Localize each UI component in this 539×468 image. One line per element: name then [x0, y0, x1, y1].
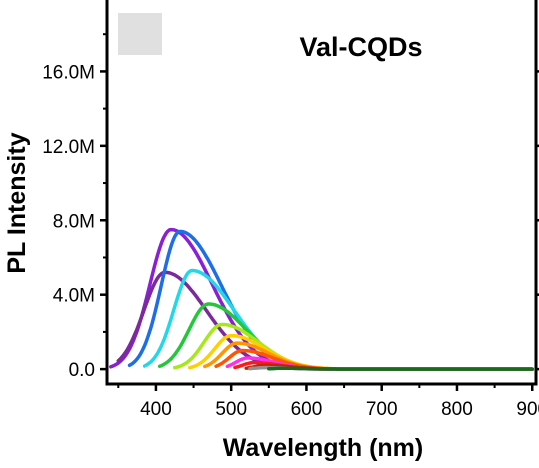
x-tick-label: 400	[140, 399, 172, 420]
series-layer	[109, 227, 534, 371]
y-tick-label: 0.0	[69, 360, 95, 381]
chart-title: Val-CQDs	[299, 32, 422, 62]
x-tick-label: 800	[441, 399, 473, 420]
spectrum-line-340nm	[109, 227, 534, 371]
y-axis-label: PL Intensity	[3, 132, 31, 273]
x-tick-label: 900	[516, 399, 539, 420]
x-tick-label: 600	[291, 399, 323, 420]
y-tick-label: 12.0M	[42, 137, 95, 158]
y-tick-label: 8.0M	[53, 211, 95, 232]
y-tick-label: 4.0M	[53, 286, 95, 307]
x-tick-label: 700	[366, 399, 398, 420]
y-tick-label: 16.0M	[42, 62, 95, 83]
spectrum-line-385nm	[142, 268, 534, 371]
x-axis-label: Wavelength (nm)	[223, 434, 423, 462]
spectrum-line-365nm	[127, 229, 534, 371]
x-axis-ticks: 400 500 600 700 800 900	[117, 384, 539, 420]
plot-frame	[105, 0, 538, 386]
panel-label-box	[118, 13, 162, 55]
spectrum-line-550nm	[267, 366, 534, 371]
x-tick-label: 500	[215, 399, 247, 420]
y-axis-ticks: 0.0 4.0M 8.0M 12.0M 16.0M	[42, 33, 539, 381]
